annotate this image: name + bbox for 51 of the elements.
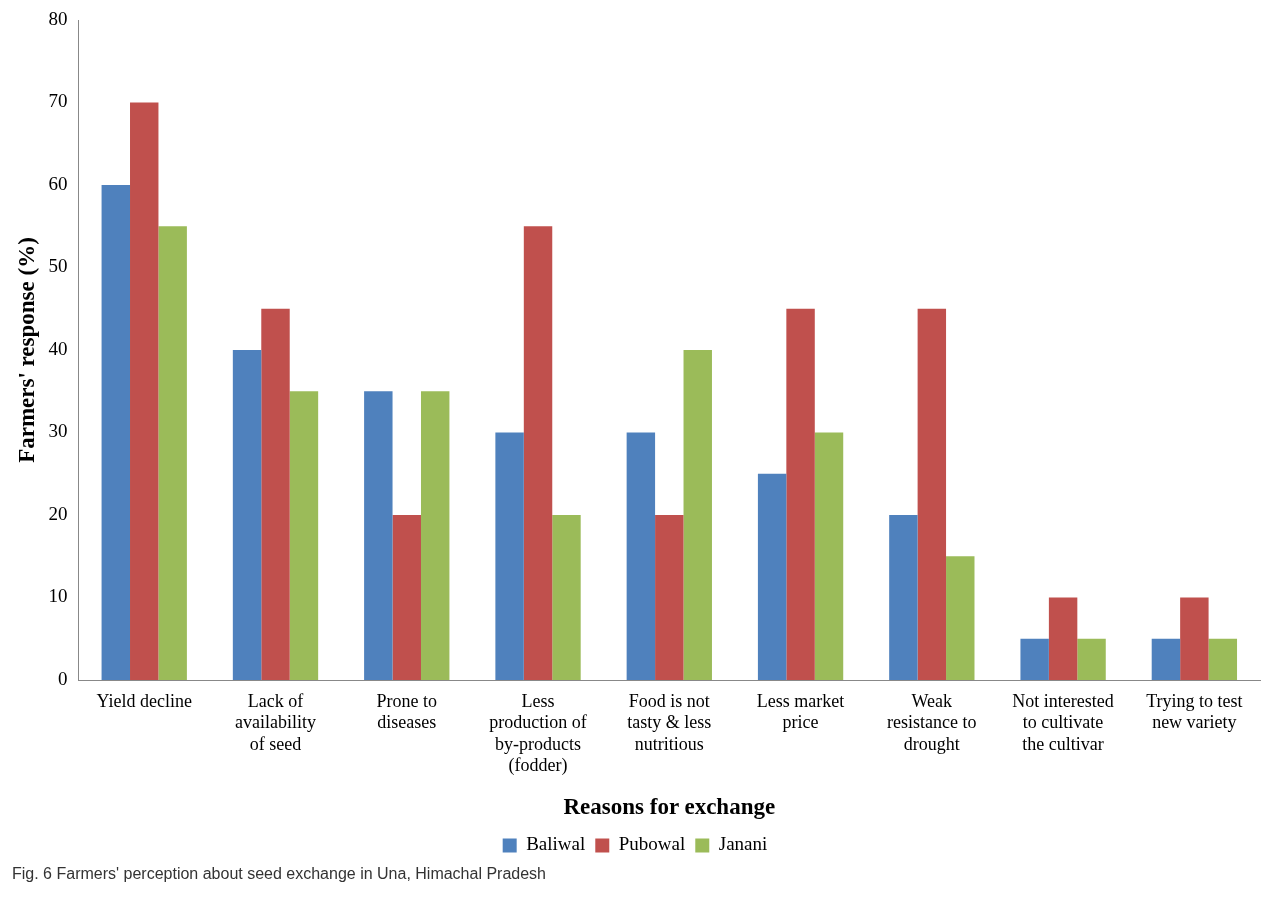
x-tick-label: Trying to test new variety [1146,690,1243,733]
bar [757,473,787,680]
y-tick-label: 20 [48,502,68,524]
x-tick-label: Lack of availability of seed [235,690,316,754]
legend-label: Janani [718,833,768,855]
bar [1208,638,1238,680]
x-axis-title: Reasons for exchange [563,794,776,820]
bar [1151,638,1181,680]
bar [1048,597,1078,680]
bar [917,308,947,680]
bar [946,556,975,680]
bar [786,308,815,680]
bar [1020,638,1049,680]
x-tick-label: Less market price [756,690,845,733]
bar [101,185,131,680]
bar [814,432,844,680]
caption: Fig. 6 Farmers' perception about seed exchange in Una, Himachal Pradesh [12,865,547,883]
bar [261,308,290,680]
y-tick-label: 50 [48,255,68,277]
y-tick-label: 70 [48,90,68,112]
bar [1180,597,1209,680]
bar [626,432,656,680]
bar [289,391,319,680]
bar [130,102,159,680]
bar [683,350,712,680]
bar [495,432,524,680]
x-tick-label: Weak resistance to drought [887,690,977,754]
x-tick-label: Not interested to cultivate the cultivar [1012,690,1114,754]
bar [655,515,684,680]
legend-label: Baliwal [526,833,586,855]
bar [420,391,450,680]
x-tick-label: Yield decline [96,690,192,711]
y-tick-label: 40 [48,337,68,359]
bar [232,350,262,680]
y-tick-label: 80 [48,7,68,29]
bar [392,515,421,680]
bar [552,515,581,680]
x-tick-label: Less production of by-products (fodder) [489,690,587,777]
y-tick-label: 60 [48,172,68,194]
bar [364,391,393,680]
bar [889,515,918,680]
y-axis-title: Farmers' response (%) [13,237,39,463]
bar [523,226,553,680]
x-tick-label: Food is not tasty & less nutritious [627,690,712,754]
legend-label: Pubowal [618,833,686,855]
y-tick-label: 0 [58,667,68,689]
bar [158,226,187,680]
y-tick-label: 30 [48,420,68,442]
bar [1077,638,1106,680]
y-tick-label: 10 [48,585,68,607]
x-tick-label: Prone to diseases [376,690,438,733]
